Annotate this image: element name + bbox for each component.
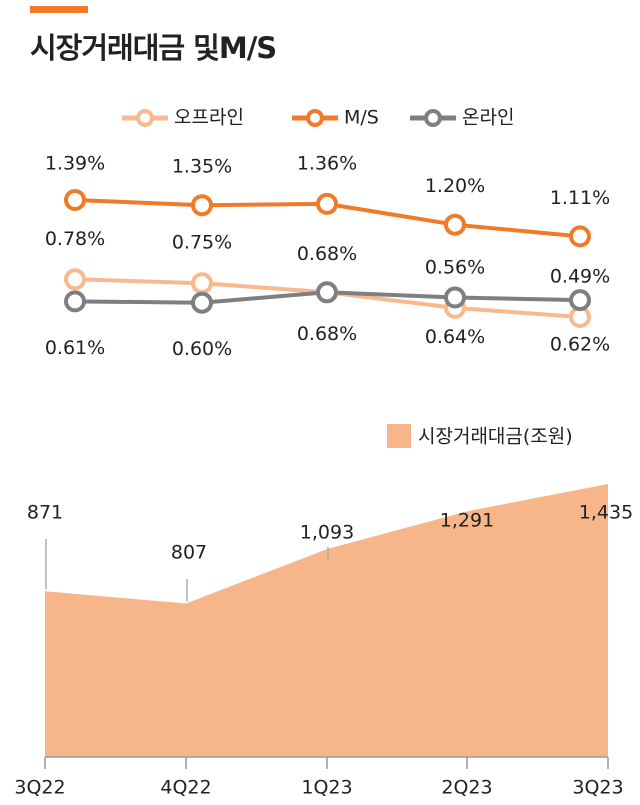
point xyxy=(569,289,591,312)
point xyxy=(64,189,86,211)
data-label: 0.68% xyxy=(297,243,357,265)
data-label: 0.78% xyxy=(45,228,105,250)
legend-label: 오프라인 xyxy=(174,107,244,129)
title-accent xyxy=(30,6,88,13)
data-label: 0.68% xyxy=(297,323,357,345)
data-label: 1.20% xyxy=(425,175,485,197)
data-label: 1,435 xyxy=(579,502,633,524)
data-label: 1,093 xyxy=(300,522,354,544)
point xyxy=(64,290,86,313)
data-label: 1,291 xyxy=(440,510,494,532)
data-label: 871 xyxy=(27,502,63,524)
data-label: 1.35% xyxy=(172,156,232,178)
data-label: 807 xyxy=(171,542,207,564)
legend-label: M/S xyxy=(344,107,379,129)
point xyxy=(444,213,466,236)
data-label: 0.60% xyxy=(172,338,232,360)
legend-label: 온라인 xyxy=(462,107,514,129)
x-tick-label: 1Q23 xyxy=(301,777,352,799)
data-label: 0.75% xyxy=(172,232,232,254)
point xyxy=(444,286,466,309)
legend-marker xyxy=(136,109,154,127)
x-tick-label: 3Q22 xyxy=(14,777,65,799)
data-label: 0.61% xyxy=(45,337,105,359)
point xyxy=(191,291,213,314)
legend-marker xyxy=(306,109,324,127)
data-label: 1.11% xyxy=(550,187,610,209)
legend-swatch xyxy=(387,424,411,448)
point xyxy=(64,268,86,291)
point xyxy=(316,281,338,304)
data-label: 0.49% xyxy=(550,266,610,288)
area xyxy=(45,484,608,757)
data-label: 0.56% xyxy=(425,256,485,278)
point xyxy=(191,194,213,217)
x-tick-label: 3Q23 xyxy=(572,777,623,799)
data-label: 0.64% xyxy=(425,326,485,348)
point xyxy=(316,192,338,215)
legend-marker xyxy=(424,109,442,127)
point xyxy=(569,225,591,248)
data-label: 0.62% xyxy=(550,334,610,356)
x-tick-label: 2Q23 xyxy=(441,777,492,799)
point xyxy=(191,272,213,295)
legend-label: 시장거래대금(조원) xyxy=(418,426,573,448)
data-label: 1.36% xyxy=(297,152,357,174)
x-tick-label: 4Q22 xyxy=(160,777,211,799)
chart-title: 시장거래대금 및M/S xyxy=(30,31,276,65)
data-label: 1.39% xyxy=(45,153,105,175)
